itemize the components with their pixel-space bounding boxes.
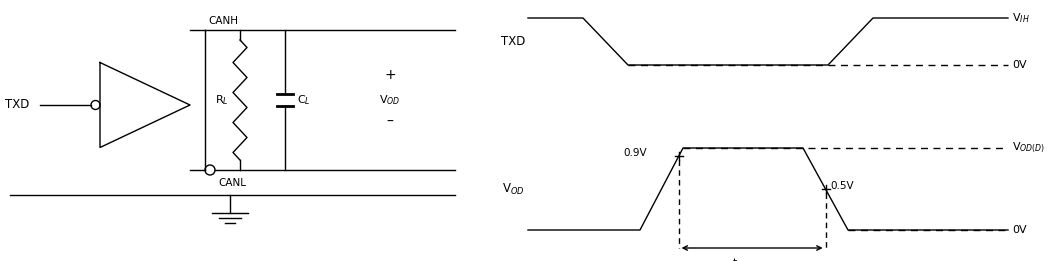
Text: 0V: 0V <box>1012 60 1027 70</box>
Text: 0V: 0V <box>1012 225 1027 235</box>
Text: V$_{OD(D)}$: V$_{OD(D)}$ <box>1012 141 1046 155</box>
Text: CANH: CANH <box>208 16 238 26</box>
Text: 0.9V: 0.9V <box>623 148 647 158</box>
Text: V$_{OD}$: V$_{OD}$ <box>380 93 401 107</box>
Text: V$_{IH}$: V$_{IH}$ <box>1012 11 1030 25</box>
Text: TXD: TXD <box>501 35 525 48</box>
Text: 0.5V: 0.5V <box>830 181 854 191</box>
Text: V$_{OD}$: V$_{OD}$ <box>503 181 525 197</box>
Text: CANL: CANL <box>218 178 246 188</box>
Text: –: – <box>386 115 393 129</box>
Text: TXD: TXD <box>5 98 29 111</box>
Text: C$_L$: C$_L$ <box>297 93 310 107</box>
Text: R$_L$: R$_L$ <box>216 93 229 107</box>
Text: +: + <box>384 68 396 82</box>
Text: t$_{TXD\_DTO}$: t$_{TXD\_DTO}$ <box>732 257 772 261</box>
